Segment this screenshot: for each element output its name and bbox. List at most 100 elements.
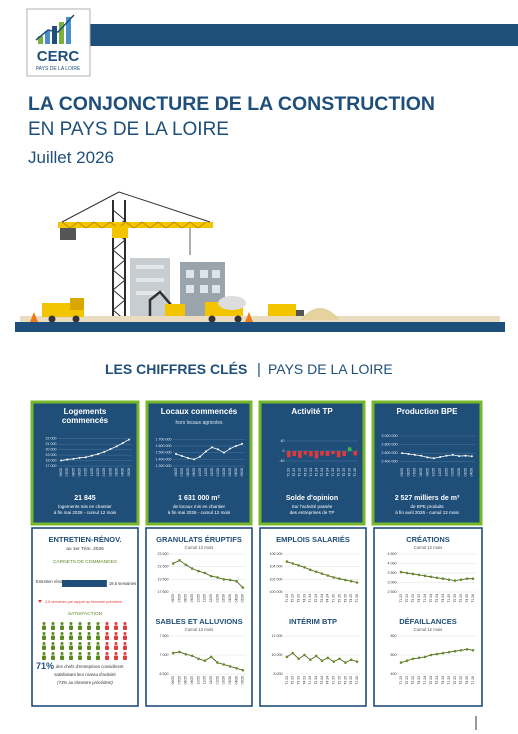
x-tick-label: T1 26 [471, 594, 475, 603]
person-icon-head [51, 632, 55, 635]
person-icon-body [105, 645, 109, 650]
panel-subtitle: Cumul 12 mois [185, 627, 214, 632]
data-point [222, 578, 226, 581]
bar [331, 451, 335, 454]
person-icon-head [60, 632, 64, 635]
data-point [205, 450, 207, 453]
x-tick-label: T1 23 [399, 676, 403, 685]
x-tick-label: 11/25 [438, 468, 442, 476]
satisfaction-value: 71% [36, 661, 54, 671]
person-icon-head [114, 652, 118, 655]
person-icon-body [69, 635, 73, 640]
person-icon-head [105, 642, 109, 645]
data-point [60, 459, 63, 462]
data-point [216, 661, 219, 664]
panel-title: INTÉRIM BTP [289, 617, 337, 626]
y-tick-label: 8 000 [274, 672, 283, 676]
x-tick-label: T1 23 [287, 468, 291, 477]
data-point [197, 657, 200, 661]
tile-caption: à fin avril 2026 - cumul 12 mois [395, 510, 459, 515]
data-point [411, 657, 415, 661]
data-point [90, 454, 93, 457]
person-icon-body [114, 635, 118, 640]
x-tick-label: 11/25 [90, 468, 94, 476]
data-point [435, 576, 439, 580]
data-point [285, 560, 289, 563]
person-icon-body [105, 655, 109, 660]
x-tick-label: 07/25 [65, 468, 69, 477]
person-icon-head [96, 632, 100, 635]
panel-frame [31, 527, 139, 707]
person-icon-head [69, 632, 73, 635]
data-point [447, 578, 451, 581]
x-tick-label: T3 23 [298, 468, 302, 477]
data-point [426, 456, 429, 459]
data-point [429, 575, 433, 579]
person-icon-head [78, 652, 82, 655]
kpi-tile [371, 400, 483, 526]
bar [320, 451, 324, 456]
header-band [88, 24, 518, 46]
tile-title: Activité TP [291, 407, 333, 416]
person-icon-head [78, 642, 82, 645]
person-icon-head [123, 642, 127, 645]
data-point [423, 655, 427, 659]
y-tick-label: 6 500 [160, 672, 169, 676]
x-tick-label: 08/25 [184, 676, 188, 685]
data-point [405, 659, 409, 662]
person-icon-head [96, 622, 100, 625]
data-point [171, 651, 175, 655]
data-point [441, 577, 445, 580]
x-tick-label: 09/25 [190, 676, 194, 685]
y-tick-label: 1 300 000 [156, 464, 172, 468]
x-tick-label: 12/25 [96, 468, 100, 477]
x-tick-label: 02/26 [222, 468, 226, 477]
person-icon-head [96, 652, 100, 655]
bar [336, 451, 341, 458]
x-tick-label: 09/25 [192, 468, 196, 477]
bar [347, 447, 352, 451]
y-tick-label: 10 000 [272, 653, 283, 657]
y-tick-label: 3 000 [388, 580, 397, 584]
section-title: LES CHIFFRES CLÉS [105, 361, 247, 377]
x-tick-label: T3 24 [320, 468, 324, 477]
person-icon-body [123, 645, 127, 650]
y-tick-label: 12 000 [272, 634, 283, 638]
bar [286, 451, 291, 458]
data-point [441, 651, 445, 655]
person-icon-body [51, 635, 55, 640]
x-tick-label: T1 25 [447, 676, 451, 685]
person-icon-head [123, 622, 127, 625]
x-tick-label: T2 25 [337, 594, 341, 603]
y-tick-label: 17 000 [46, 464, 57, 468]
y-tick-label: 23 500 [158, 552, 169, 556]
y-tick-label: 106 000 [270, 552, 283, 556]
data-point [241, 442, 243, 445]
x-tick-label: 03/26 [228, 468, 232, 477]
person-icon-head [105, 652, 109, 655]
data-point [209, 655, 213, 659]
person-icon-head [114, 632, 118, 635]
x-tick-label: 03/26 [228, 594, 232, 603]
x-tick-label: T2 23 [405, 594, 409, 603]
data-point [235, 579, 238, 583]
person-icon-body [42, 625, 46, 630]
data-point [303, 566, 306, 569]
person-icon-body [60, 645, 64, 650]
data-line [402, 452, 472, 459]
satisfaction-caption: (73% au trimestre précédent) [57, 680, 113, 685]
y-tick-label: 3 000 000 [382, 434, 398, 438]
person-icon-head [60, 642, 64, 645]
x-tick-label: T1 24 [309, 468, 313, 477]
x-tick-label: T4 23 [302, 676, 306, 685]
x-tick-label: T3 24 [435, 594, 439, 603]
x-tick-label: 08/25 [184, 594, 188, 603]
y-tick-label: 18 000 [46, 458, 57, 462]
data-point [187, 457, 189, 459]
tile-figure: 21 845 [74, 495, 96, 502]
y-tick-label: 1 500 000 [156, 451, 172, 455]
logo-box [26, 8, 91, 77]
data-point [349, 658, 353, 662]
data-point [171, 562, 175, 565]
panel-frame [373, 527, 483, 707]
